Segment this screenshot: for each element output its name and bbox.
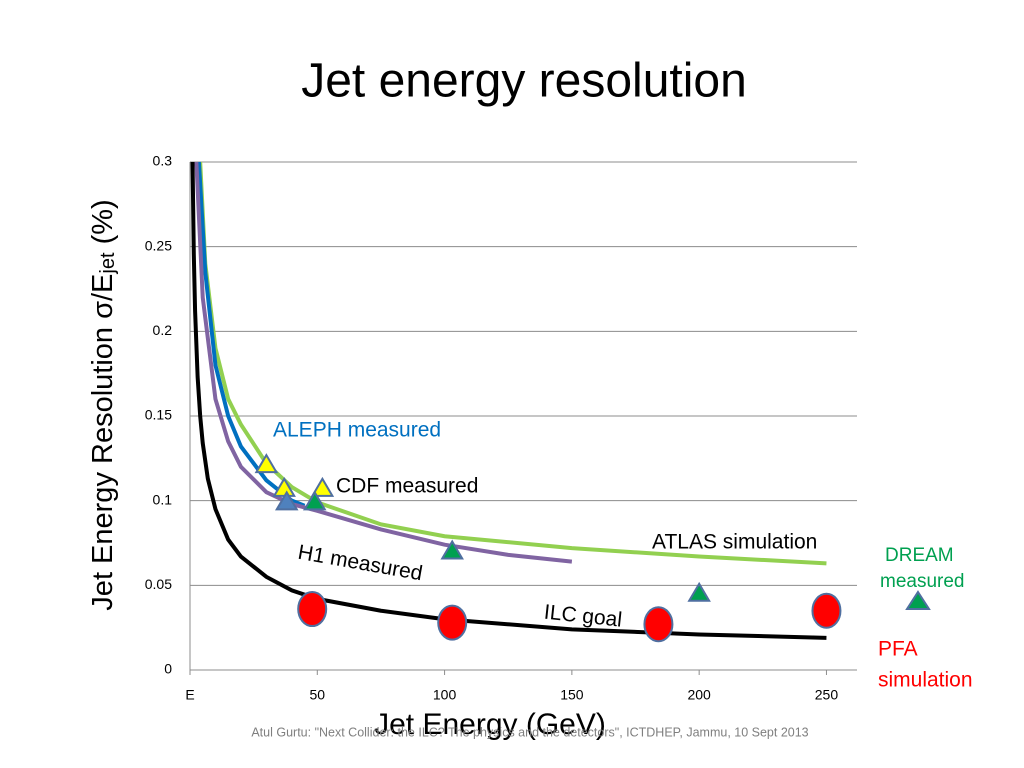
triangle-point <box>274 490 299 511</box>
x-tick-label: 150 <box>560 687 584 703</box>
y-label-main: Jet Energy Resolution σ/E <box>87 274 119 611</box>
y-tick-label: 0 <box>164 661 172 677</box>
legend-marker <box>905 590 931 610</box>
pfa-point <box>437 604 468 641</box>
pfa-point <box>297 591 328 628</box>
y-label-sub: jet <box>97 252 119 275</box>
triangle-point <box>310 476 335 497</box>
y-tick-label: 0.15 <box>145 407 172 423</box>
y-tick-label: 0.1 <box>153 491 173 507</box>
annotation: CDF measured <box>336 475 478 498</box>
annotation: DREAM <box>885 545 954 566</box>
x-tick-label: 50 <box>310 687 326 703</box>
curve <box>190 161 827 640</box>
slide-title: Jet energy resolution <box>301 55 747 108</box>
annotation: simulation <box>878 669 973 692</box>
x-axis-label: Jet Energy (GeV) <box>374 708 606 741</box>
y-tick-label: 0.25 <box>145 237 172 253</box>
annotation: measured <box>880 571 965 592</box>
x-tick-label: 200 <box>687 687 711 703</box>
triangle-point <box>302 490 327 511</box>
triangle-point <box>440 539 464 560</box>
annotation: PFA <box>878 638 918 661</box>
footer: Atul Gurtu: "Next Collider: the ILC? The… <box>251 725 808 739</box>
pfa-point <box>643 606 674 643</box>
x-tick-label: 100 <box>433 687 457 703</box>
x-tick-label: E <box>185 687 194 703</box>
triangle-point <box>687 581 711 602</box>
y-tick-label: 0.3 <box>153 153 173 169</box>
triangle-point <box>254 453 279 474</box>
curve <box>194 161 573 564</box>
y-tick-label: 0.2 <box>153 322 173 338</box>
annotation: H1 measured <box>296 541 424 586</box>
y-tick-label: 0.05 <box>145 576 172 592</box>
pfa-point <box>811 592 842 629</box>
y-label-end: (%) <box>87 199 119 252</box>
y-axis-label: Jet Energy Resolution σ/Ejet (%) <box>87 199 120 610</box>
x-tick-label: 250 <box>815 687 839 703</box>
annotation: ALEPH measured <box>273 419 441 442</box>
annotation: ATLAS simulation <box>652 531 817 554</box>
